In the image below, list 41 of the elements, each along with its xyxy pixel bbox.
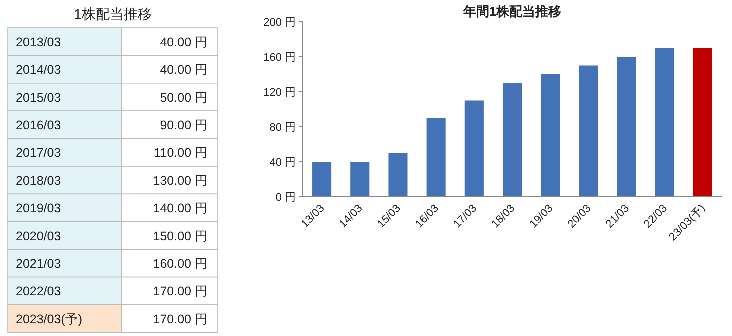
bar [579, 66, 598, 197]
category-label: 2015/03 [16, 90, 62, 105]
category-label: 2014/03 [16, 63, 62, 78]
y-tick-label: 160 円 [264, 52, 296, 64]
bar [464, 100, 484, 197]
y-tick-label: 200 円 [264, 17, 296, 29]
category-label: 2021/03 [16, 256, 62, 271]
data-label: 140.00 円 [153, 202, 208, 216]
category-label: 2018/03 [16, 174, 62, 188]
bar [388, 153, 408, 197]
data-label: 40.00 円 [160, 35, 208, 50]
text: 1株配当推移 [74, 6, 152, 22]
data-label: 40.00 円 [160, 63, 208, 78]
category-label: 2017/03 [16, 146, 62, 160]
category-label: 2023/03(予) [16, 312, 83, 326]
bar [502, 83, 522, 197]
data-label: 170.00 円 [153, 312, 208, 326]
category-label: 2016/03 [16, 118, 62, 132]
data-label: 160.00 円 [153, 256, 208, 271]
y-tick-label: 80 円 [270, 122, 296, 134]
bar [350, 162, 370, 197]
bar [426, 118, 446, 197]
bar [541, 74, 560, 197]
y-tick-label: 40 円 [270, 157, 296, 169]
data-label: 90.00 円 [160, 118, 208, 132]
data-label: 150.00 円 [153, 229, 208, 244]
category-label: 2019/03 [16, 202, 62, 216]
data-label: 130.00 円 [153, 174, 208, 188]
category-label: 2013/03 [16, 35, 62, 50]
bar [655, 48, 674, 197]
chart-title: 年間1株配当推移 [462, 4, 562, 19]
bar [312, 162, 332, 197]
data-label: 50.00 円 [160, 90, 208, 105]
category-label: 2022/03 [16, 284, 62, 299]
data-label: 170.00 円 [153, 284, 208, 299]
data-label: 110.00 円 [154, 146, 208, 160]
y-tick-label: 120 円 [264, 87, 296, 99]
category-label: 2020/03 [16, 229, 62, 244]
bar [693, 48, 712, 197]
bar [617, 57, 636, 197]
y-tick-label: 0 円 [276, 192, 296, 204]
